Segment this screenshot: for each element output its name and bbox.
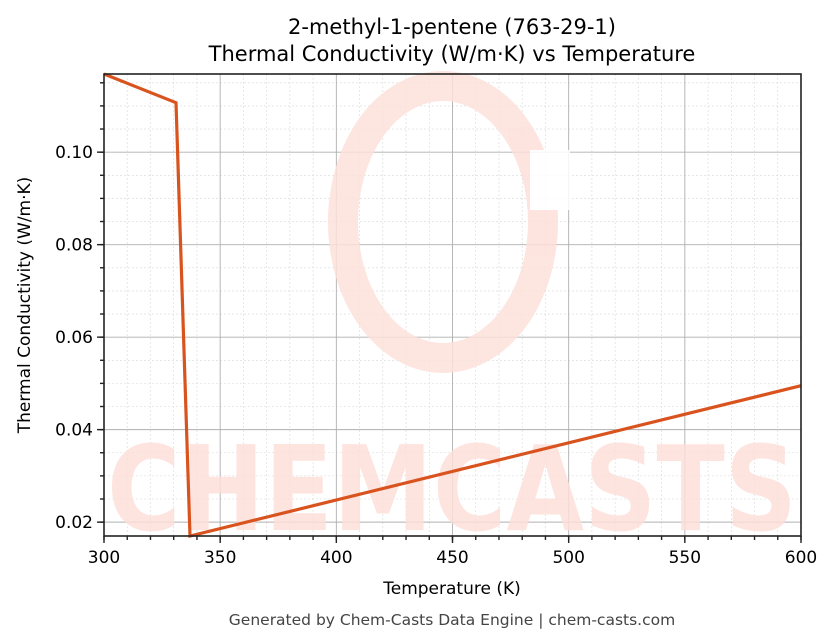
watermark-ring-icon	[328, 71, 558, 373]
chart-subtitle: Thermal Conductivity (W/m·K) vs Temperat…	[208, 42, 696, 66]
watermark-text: CHEMCASTS	[107, 420, 797, 558]
x-tick-label: 350	[204, 548, 236, 568]
x-tick-label: 400	[320, 548, 352, 568]
footer-credit: Generated by Chem-Casts Data Engine | ch…	[229, 611, 675, 629]
x-axis: 300 350 400 450 500 550 600	[88, 536, 817, 568]
y-tick-label: 0.06	[55, 328, 93, 348]
y-tick-label: 0.02	[55, 513, 93, 533]
y-tick-label: 0.04	[55, 421, 93, 441]
y-axis-label: Thermal Conductivity (W/m·K)	[15, 177, 35, 435]
x-tick-label: 450	[436, 548, 468, 568]
watermark-logo: CHEMCASTS	[107, 71, 797, 558]
x-tick-label: 600	[785, 548, 817, 568]
chart-title: 2-methyl-1-pentene (763-29-1)	[288, 15, 616, 39]
data-line	[103, 72, 802, 539]
x-tick-label: 500	[552, 548, 584, 568]
x-tick-label: 300	[88, 548, 120, 568]
x-tick-label: 550	[669, 548, 701, 568]
y-axis: 0.02 0.04 0.06 0.08 0.10	[55, 82, 104, 533]
x-axis-label: Temperature (K)	[382, 579, 521, 599]
y-tick-label: 0.10	[55, 143, 93, 163]
y-tick-label: 0.08	[55, 236, 93, 256]
